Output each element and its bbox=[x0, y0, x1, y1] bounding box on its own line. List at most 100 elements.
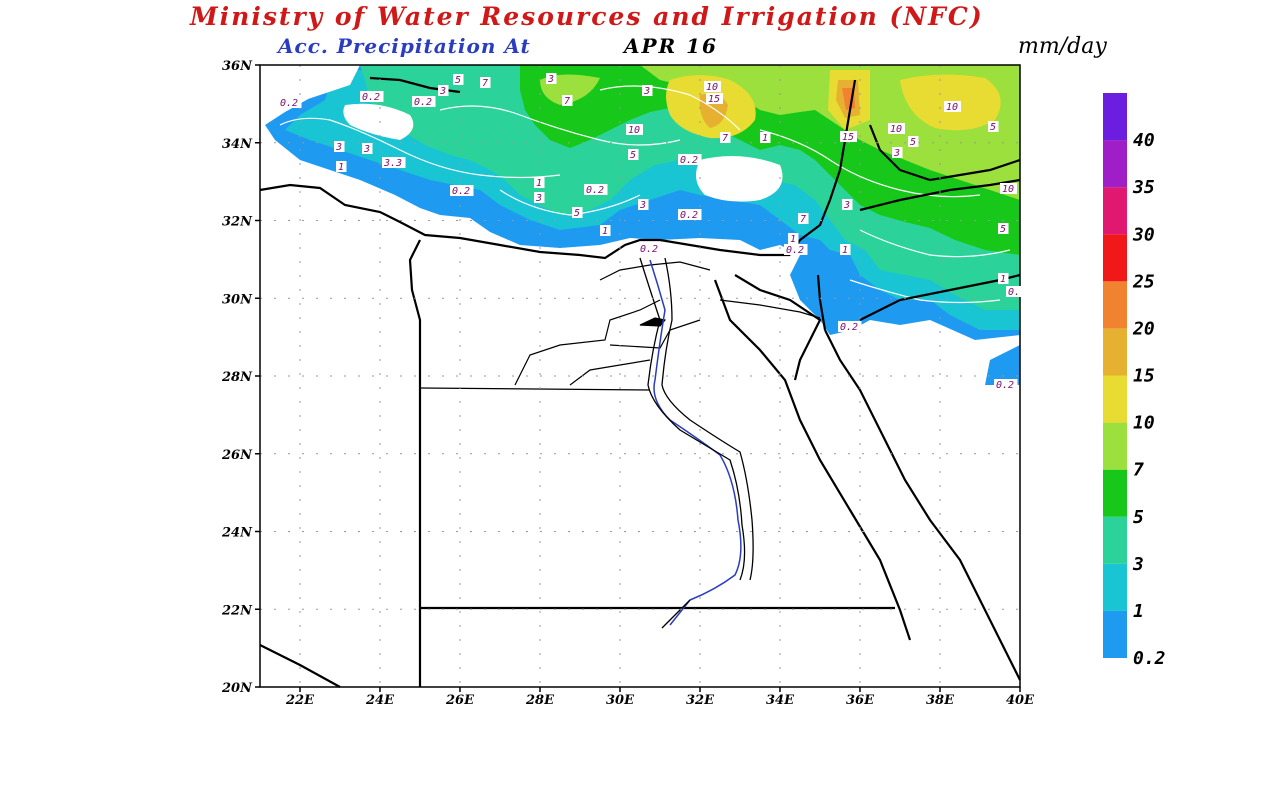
svg-text:5: 5 bbox=[574, 208, 580, 219]
svg-text:1: 1 bbox=[762, 133, 768, 144]
governorate-borders bbox=[419, 261, 821, 391]
lon-label: 24E bbox=[365, 693, 395, 708]
svg-text:3: 3 bbox=[643, 86, 650, 97]
svg-text:3: 3 bbox=[893, 148, 900, 159]
svg-text:0.2: 0.2 bbox=[640, 244, 658, 255]
svg-text:10: 10 bbox=[946, 102, 958, 113]
contour-label: 0.2 bbox=[638, 243, 662, 255]
contour-label: 10 bbox=[704, 81, 721, 93]
colorbar-label: 7 bbox=[1133, 460, 1144, 481]
lon-label: 40E bbox=[1006, 693, 1035, 708]
colorbar-swatch bbox=[1103, 563, 1127, 611]
colorbar-swatch bbox=[1103, 422, 1127, 470]
contour-label: 3.3 bbox=[382, 157, 406, 169]
colorbar-label: 5 bbox=[1133, 507, 1144, 528]
contour-lines bbox=[279, 85, 1011, 304]
svg-text:0.2: 0.2 bbox=[280, 98, 298, 109]
contour-label: 1 bbox=[534, 177, 545, 189]
svg-text:3: 3 bbox=[439, 86, 446, 97]
contour-label: 15 bbox=[840, 131, 857, 143]
contour-label: 5 bbox=[908, 136, 919, 148]
lon-label: 36E bbox=[846, 693, 875, 708]
svg-text:7: 7 bbox=[482, 78, 488, 89]
chart-subtitle: Acc. Precipitation At bbox=[278, 34, 531, 58]
lat-label: 28N bbox=[221, 370, 253, 385]
colorbar-label: 15 bbox=[1133, 366, 1155, 387]
svg-text:5: 5 bbox=[630, 150, 636, 161]
med-coast bbox=[259, 183, 790, 260]
svg-text:1: 1 bbox=[842, 245, 848, 256]
svg-text:10: 10 bbox=[628, 125, 640, 136]
svg-text:10: 10 bbox=[706, 82, 718, 93]
svg-text:1: 1 bbox=[1000, 274, 1006, 285]
contour-label: 0.2 bbox=[994, 379, 1018, 391]
forecast-date: APR 16 bbox=[624, 34, 718, 58]
colorbar-swatch bbox=[1103, 187, 1127, 235]
contour-label: 3 bbox=[362, 143, 373, 155]
colorbar-label: 35 bbox=[1132, 177, 1155, 198]
colorbar-label: 25 bbox=[1132, 271, 1155, 292]
svg-text:1: 1 bbox=[790, 234, 796, 245]
contour-label: 3 bbox=[642, 85, 653, 97]
red-sea-west-coast bbox=[713, 279, 912, 641]
svg-text:3: 3 bbox=[363, 144, 370, 155]
contour-label: 0.2 bbox=[412, 96, 436, 108]
svg-text:0.2: 0.2 bbox=[452, 186, 470, 197]
lat-label: 30N bbox=[222, 292, 253, 307]
colorbar-label: 1 bbox=[1133, 601, 1144, 622]
lat-label: 36N bbox=[222, 59, 253, 74]
svg-text:3: 3 bbox=[843, 200, 850, 211]
contour-label: 0. bbox=[1006, 286, 1023, 298]
contour-label: 3 bbox=[546, 73, 557, 85]
contour-label: 10 bbox=[1000, 183, 1017, 195]
svg-text:3: 3 bbox=[639, 200, 646, 211]
contour-label: 7 bbox=[480, 77, 491, 89]
contour-label: 0.2 bbox=[360, 91, 384, 103]
lon-label: 22E bbox=[285, 693, 315, 708]
contour-label: 10 bbox=[888, 123, 905, 135]
contour-label: 5 bbox=[998, 223, 1009, 235]
svg-text:3: 3 bbox=[547, 74, 554, 85]
svg-text:10: 10 bbox=[890, 124, 902, 135]
colorbar-label: 20 bbox=[1132, 318, 1155, 339]
contour-label: 0.2 bbox=[584, 184, 608, 196]
lat-label: 24N bbox=[221, 526, 253, 541]
latitude-axis: 36N 34N 32N 30N 28N 26N 24N 22N 20N bbox=[221, 59, 260, 696]
svg-text:7: 7 bbox=[722, 133, 728, 144]
contour-label: 5 bbox=[572, 207, 583, 219]
svg-text:10: 10 bbox=[1002, 184, 1014, 195]
lon-label: 32E bbox=[686, 693, 715, 708]
contour-label: 1 bbox=[998, 273, 1009, 285]
colorbar-swatch bbox=[1103, 234, 1127, 282]
contour-label: 0.2 bbox=[678, 154, 702, 166]
colorbar-label: 3 bbox=[1132, 554, 1144, 575]
chart-title: Ministry of Water Resources and Irrigati… bbox=[190, 2, 984, 31]
contour-label: 0.2 bbox=[678, 209, 702, 221]
lon-label: 26E bbox=[445, 693, 475, 708]
longitude-axis: 22E 24E 26E 28E 30E 32E 34E 36E 38E 40E bbox=[285, 687, 1035, 708]
sw-border bbox=[259, 644, 341, 688]
contour-label: 3 bbox=[638, 199, 649, 211]
svg-text:1: 1 bbox=[338, 162, 344, 173]
colorbar-label: 0.2 bbox=[1133, 648, 1166, 669]
contour-label: 5 bbox=[628, 149, 639, 161]
svg-text:0.2: 0.2 bbox=[786, 245, 804, 256]
svg-text:0.2: 0.2 bbox=[840, 322, 858, 333]
svg-text:5: 5 bbox=[990, 122, 996, 133]
units-label: mm/day bbox=[1018, 34, 1107, 59]
colorbar-swatch bbox=[1103, 328, 1127, 376]
svg-text:0.: 0. bbox=[1008, 287, 1020, 298]
gulf-aqaba bbox=[816, 274, 827, 331]
colorbar-swatch bbox=[1103, 140, 1127, 188]
dry-area bbox=[343, 103, 414, 140]
svg-text:0.2: 0.2 bbox=[414, 97, 432, 108]
colorbar-swatch bbox=[1103, 469, 1127, 517]
svg-text:0.2: 0.2 bbox=[680, 155, 698, 166]
lat-label: 34N bbox=[222, 137, 253, 152]
contour-label: 1 bbox=[788, 233, 799, 245]
contour-label: 1 bbox=[840, 244, 851, 256]
contour-label: 0.2 bbox=[838, 321, 862, 333]
colorbar-label: 40 bbox=[1133, 130, 1155, 151]
